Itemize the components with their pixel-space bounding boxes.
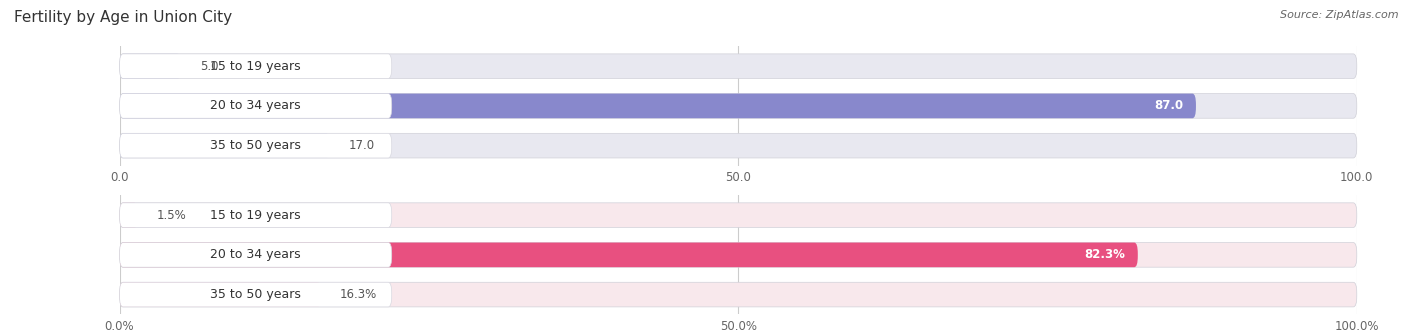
FancyBboxPatch shape — [120, 243, 1137, 267]
FancyBboxPatch shape — [120, 243, 1357, 267]
Text: 35 to 50 years: 35 to 50 years — [209, 139, 301, 152]
Text: 20 to 34 years: 20 to 34 years — [211, 248, 301, 261]
Text: 87.0: 87.0 — [1154, 99, 1184, 113]
FancyBboxPatch shape — [120, 54, 181, 78]
FancyBboxPatch shape — [120, 203, 1357, 227]
FancyBboxPatch shape — [120, 94, 1357, 118]
Text: 20 to 34 years: 20 to 34 years — [211, 99, 301, 113]
Text: 17.0: 17.0 — [349, 139, 374, 152]
FancyBboxPatch shape — [120, 282, 321, 307]
FancyBboxPatch shape — [120, 54, 392, 78]
Text: Fertility by Age in Union City: Fertility by Age in Union City — [14, 10, 232, 25]
FancyBboxPatch shape — [120, 94, 392, 118]
FancyBboxPatch shape — [120, 94, 1197, 118]
FancyBboxPatch shape — [120, 203, 392, 227]
FancyBboxPatch shape — [120, 133, 1357, 158]
FancyBboxPatch shape — [120, 54, 1357, 78]
FancyBboxPatch shape — [120, 133, 330, 158]
Text: 1.5%: 1.5% — [156, 209, 187, 222]
Text: 15 to 19 years: 15 to 19 years — [211, 209, 301, 222]
Text: 5.0: 5.0 — [200, 60, 218, 73]
Text: 35 to 50 years: 35 to 50 years — [209, 288, 301, 301]
Text: 82.3%: 82.3% — [1084, 248, 1125, 261]
Text: 16.3%: 16.3% — [340, 288, 377, 301]
FancyBboxPatch shape — [120, 282, 1357, 307]
Text: Source: ZipAtlas.com: Source: ZipAtlas.com — [1281, 10, 1399, 20]
FancyBboxPatch shape — [120, 203, 138, 227]
Text: 15 to 19 years: 15 to 19 years — [211, 60, 301, 73]
FancyBboxPatch shape — [120, 243, 392, 267]
FancyBboxPatch shape — [120, 282, 392, 307]
FancyBboxPatch shape — [120, 133, 392, 158]
